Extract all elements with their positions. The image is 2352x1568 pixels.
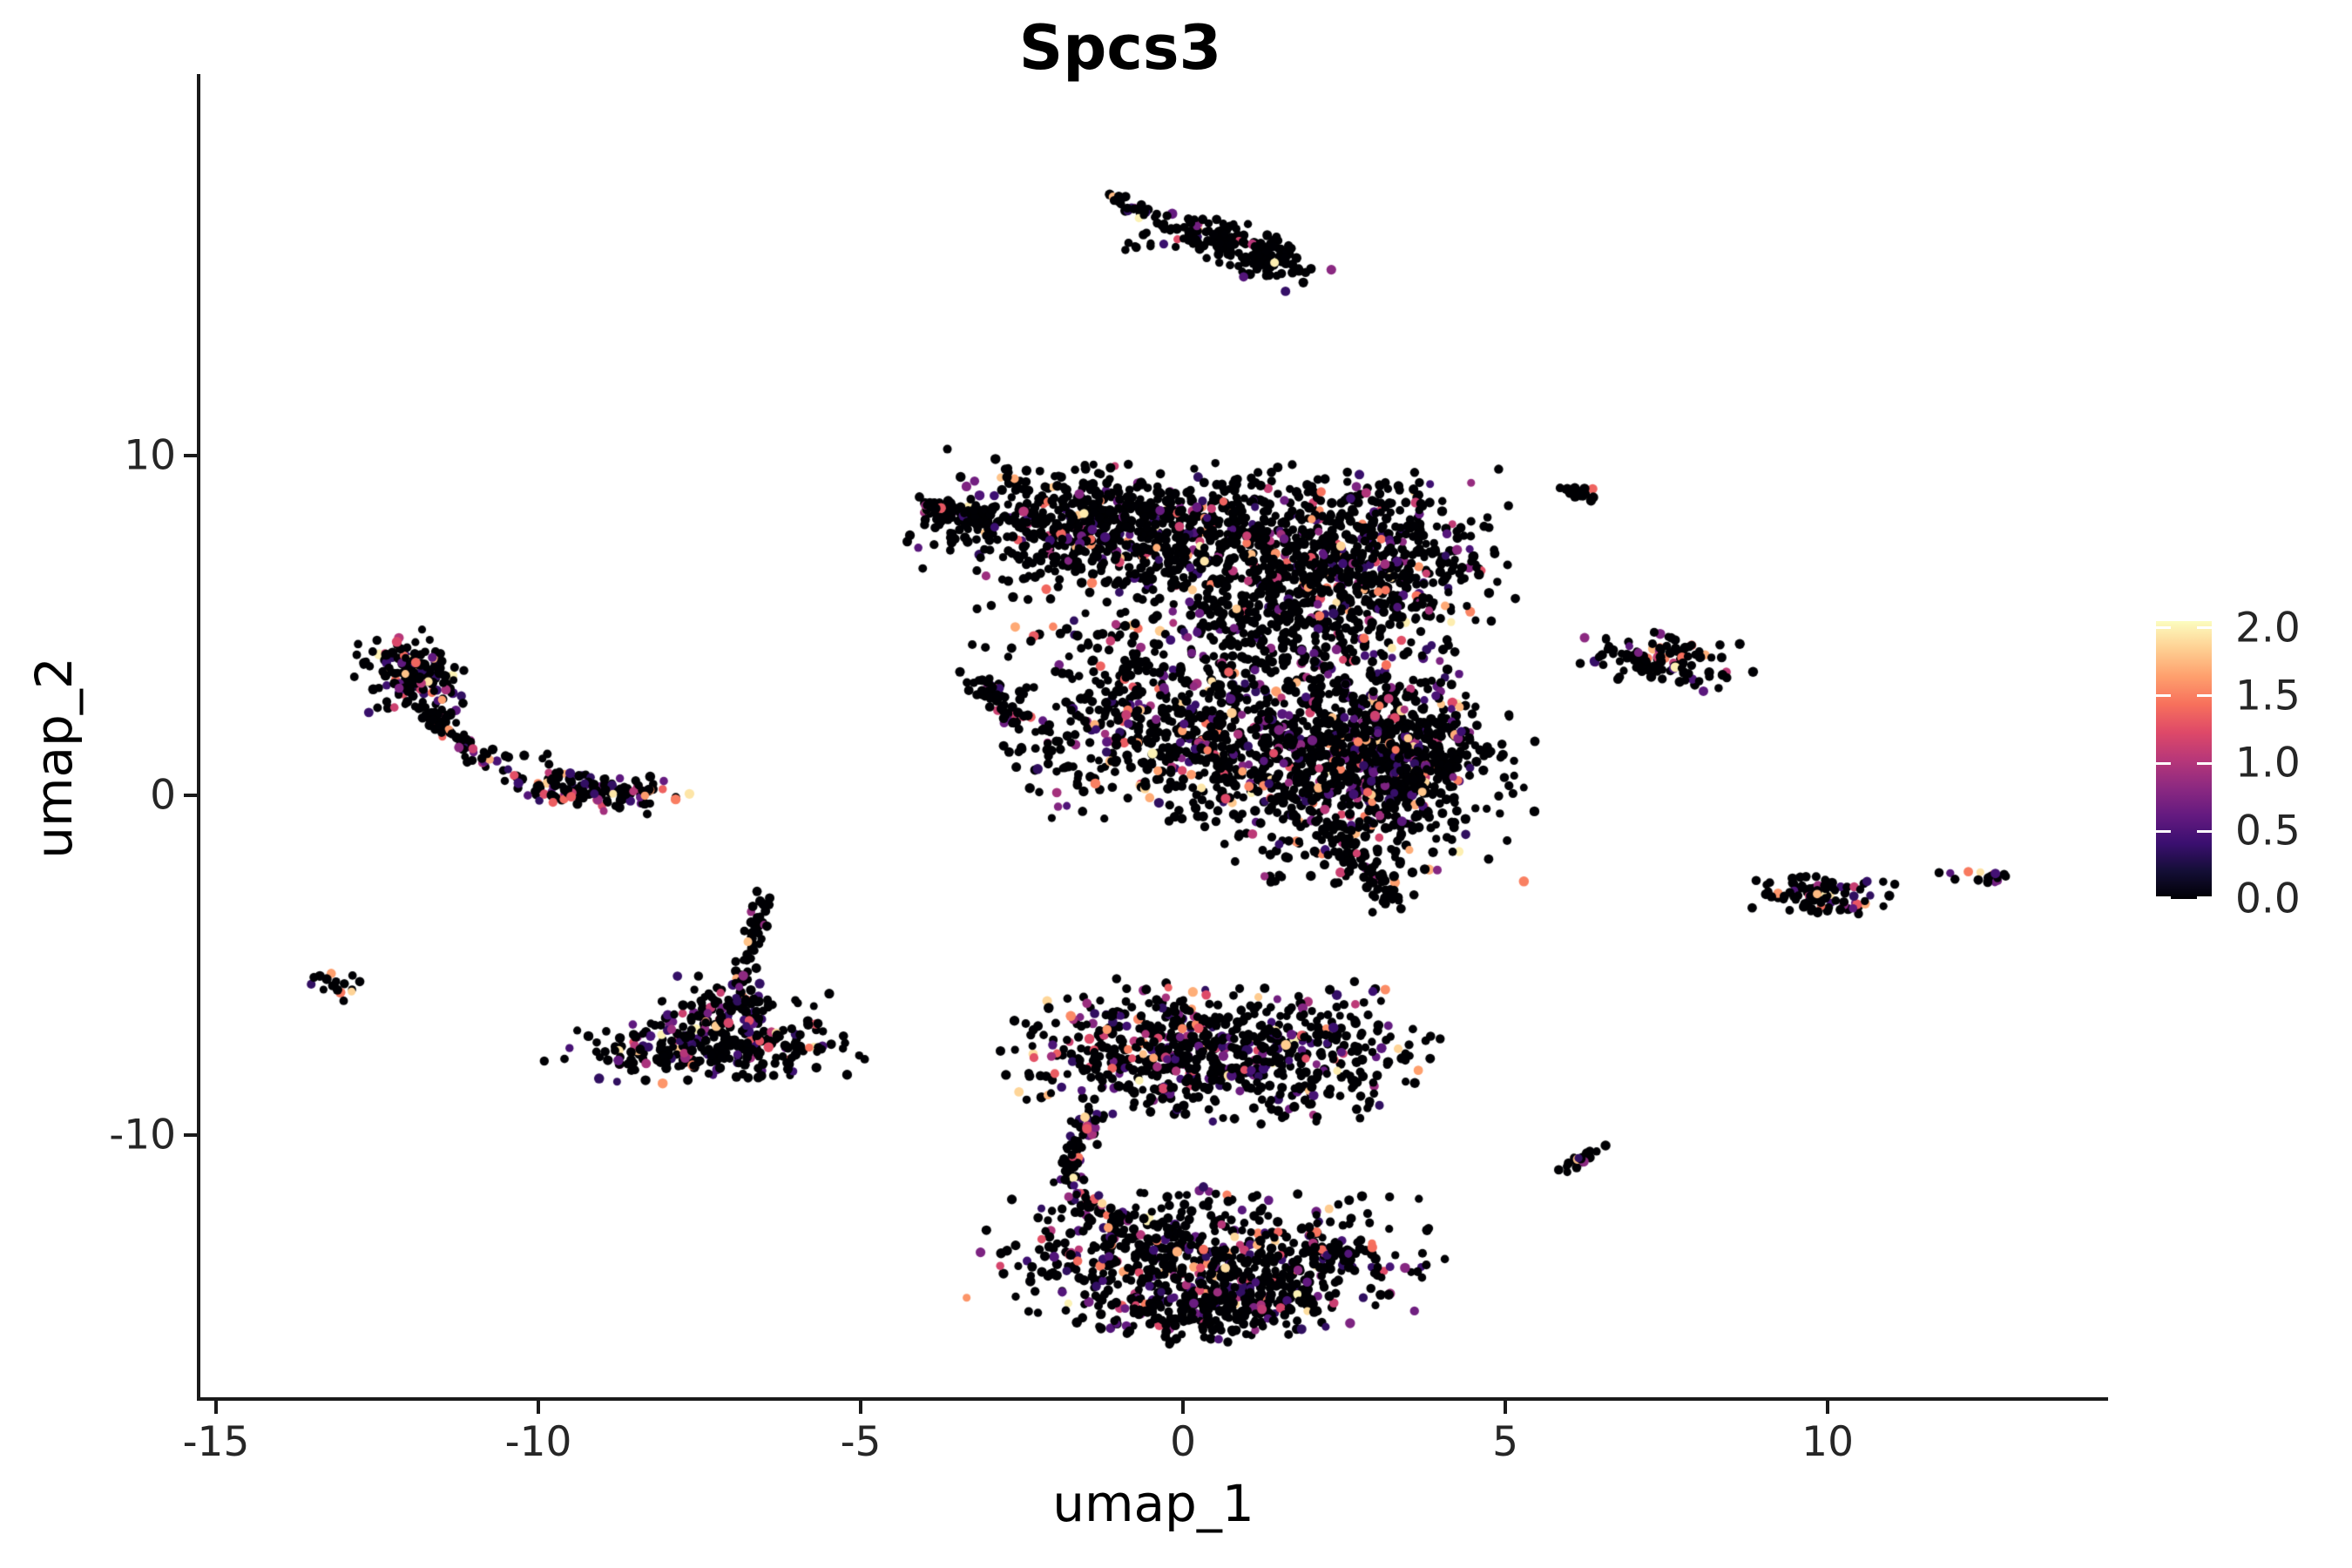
y-tick-mark xyxy=(184,453,197,457)
x-tick-mark xyxy=(1181,1401,1186,1414)
y-tick-mark xyxy=(184,1132,197,1137)
colorbar-tick-label: 1.5 xyxy=(2235,672,2301,720)
y-axis-line xyxy=(197,74,200,1401)
colorbar-tick-label: 0.0 xyxy=(2235,875,2301,923)
y-tick-label: -10 xyxy=(109,1111,176,1159)
x-tick-mark xyxy=(1504,1401,1508,1414)
y-tick-label: 10 xyxy=(124,431,176,480)
y-tick-label: 0 xyxy=(150,771,176,820)
x-tick-mark xyxy=(213,1401,218,1414)
colorbar-tick-mark xyxy=(2197,896,2212,899)
x-tick-label: 0 xyxy=(1170,1418,1196,1466)
colorbar-tick-mark xyxy=(2197,626,2212,630)
colorbar-tick-label: 1.0 xyxy=(2235,739,2301,787)
x-tick-mark xyxy=(1826,1401,1830,1414)
x-tick-label: 10 xyxy=(1801,1418,1854,1466)
x-tick-mark xyxy=(537,1401,540,1414)
colorbar-tick-mark xyxy=(2197,694,2212,698)
x-axis-title: umap_1 xyxy=(1052,1474,1254,1533)
colorbar-tick-mark xyxy=(2156,694,2171,698)
colorbar-tick-mark xyxy=(2197,829,2212,833)
colorbar-gradient xyxy=(2156,621,2212,899)
colorbar-tick-mark xyxy=(2156,761,2171,765)
x-tick-label: -15 xyxy=(182,1418,250,1466)
x-tick-mark xyxy=(859,1401,863,1414)
y-axis-title: umap_2 xyxy=(24,657,84,859)
colorbar-tick-mark xyxy=(2156,626,2171,630)
x-tick-label: 5 xyxy=(1492,1418,1518,1466)
colorbar-tick-label: 2.0 xyxy=(2235,604,2301,652)
colorbar-tick-label: 0.5 xyxy=(2235,807,2301,855)
colorbar-tick-mark xyxy=(2197,761,2212,765)
x-tick-label: -5 xyxy=(840,1418,882,1466)
plot-title: Spcs3 xyxy=(1018,12,1222,84)
y-tick-mark xyxy=(184,793,197,797)
x-tick-label: -10 xyxy=(504,1418,572,1466)
x-axis-line xyxy=(197,1397,2108,1401)
colorbar-tick-mark xyxy=(2156,896,2171,899)
colorbar-tick-mark xyxy=(2156,829,2171,833)
